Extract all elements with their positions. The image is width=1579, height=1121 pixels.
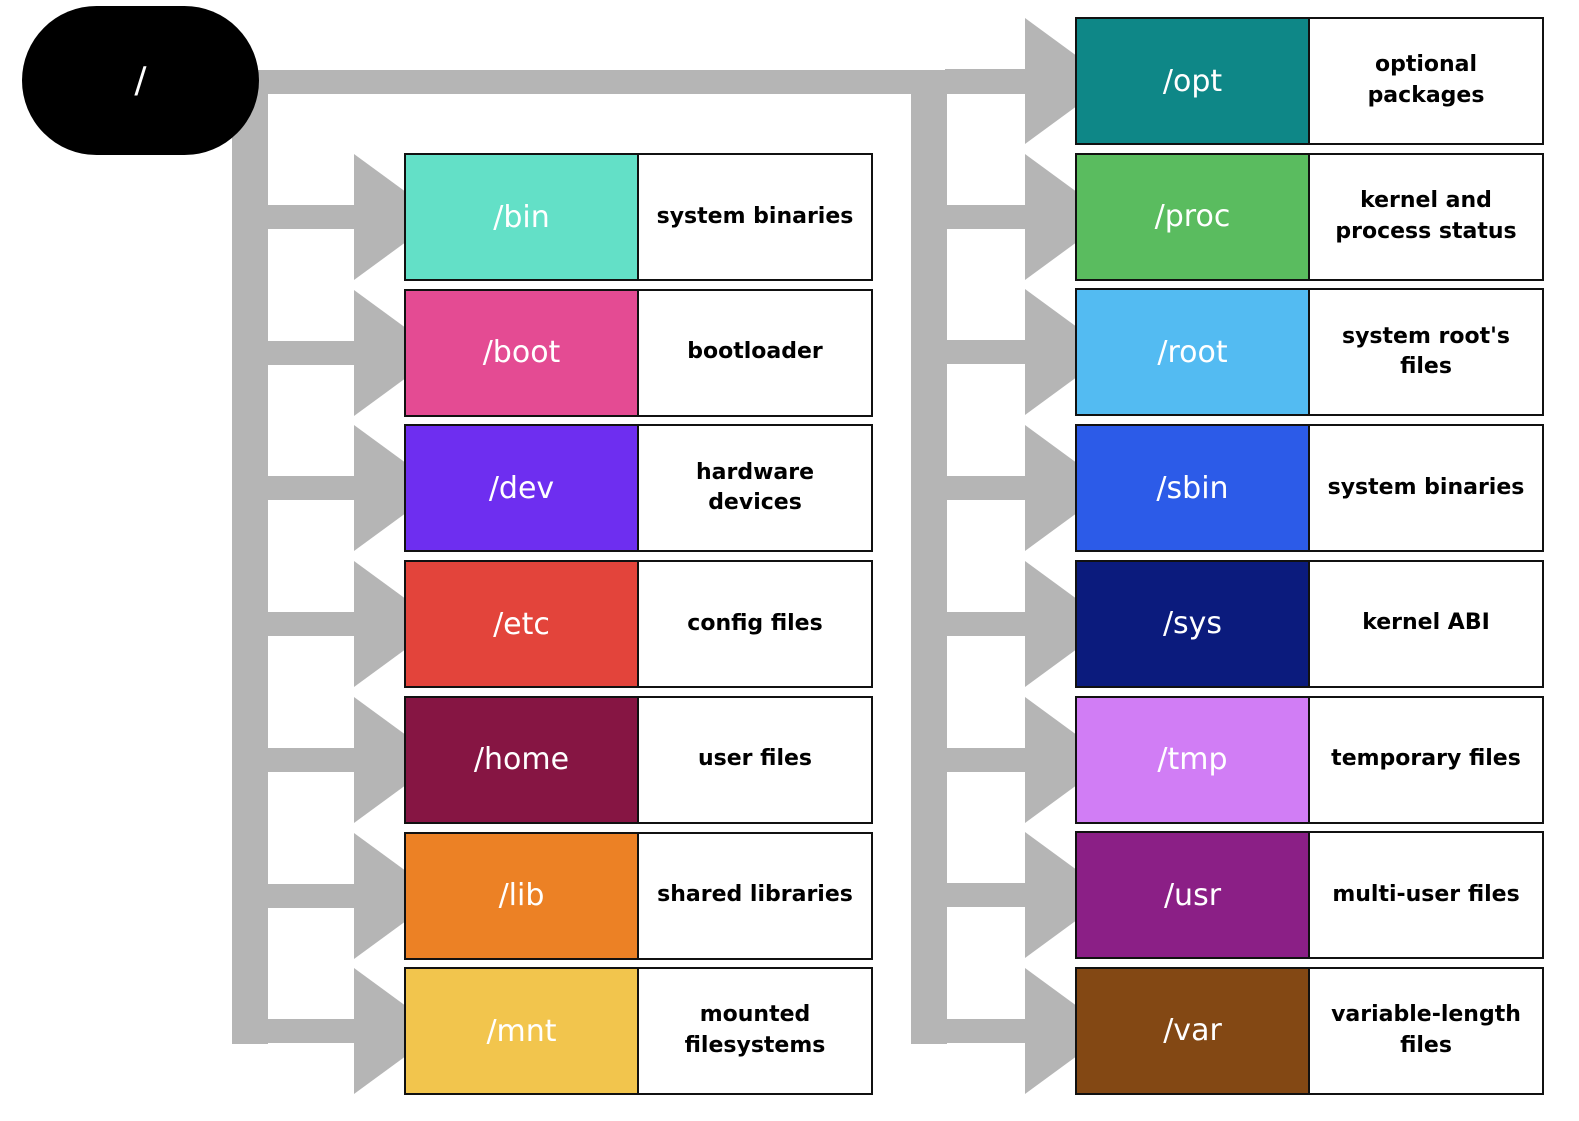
directory-name-dev: /dev [404,424,639,553]
connector-branch-sys [945,611,1025,636]
connector-branch-boot [266,340,354,365]
connector-branch-proc [945,204,1025,229]
directory-name-proc: /proc [1075,152,1310,281]
connector-branch-home [266,747,354,772]
directory-description-sys: kernel ABI [1310,559,1544,688]
directory-description-opt: optional packages [1310,17,1544,145]
directory-box-opt: /opt optional packages [1075,17,1544,145]
connector-branch-etc [266,612,354,637]
directory-box-dev: /dev hardware devices [404,424,873,553]
directory-name-var: /var [1075,966,1310,1095]
directory-box-sbin: /sbin system binaries [1075,424,1544,553]
directory-description-root: system root's files [1310,288,1544,417]
directory-name-etc: /etc [404,560,639,689]
directory-name-mnt: /mnt [404,967,639,1096]
connector-branch-lib [266,883,354,908]
directory-name-boot: /boot [404,288,639,417]
directory-name-usr: /usr [1075,831,1310,960]
directory-description-home: user files [639,695,873,824]
directory-description-tmp: temporary files [1310,695,1544,824]
connector-branch-mnt [266,1019,354,1044]
directory-box-usr: /usr multi-user files [1075,831,1544,960]
connector-branch-opt [945,69,1025,93]
directory-box-etc: /etc config files [404,560,873,689]
directory-name-sbin: /sbin [1075,424,1310,553]
connector-branch-sbin [945,476,1025,501]
directory-box-lib: /lib shared libraries [404,831,873,960]
directory-box-tmp: /tmp temporary files [1075,695,1544,824]
directory-description-dev: hardware devices [639,424,873,553]
connector-branch-tmp [945,747,1025,772]
directory-box-home: /home user files [404,695,873,824]
directory-name-root: /root [1075,288,1310,417]
directory-description-usr: multi-user files [1310,831,1544,960]
directory-box-boot: /boot bootloader [404,288,873,417]
directory-name-lib: /lib [404,831,639,960]
root-node: / [22,6,259,155]
connector-right-spine [911,94,947,1044]
directory-box-mnt: /mnt mounted filesystems [404,967,873,1096]
connector-branch-root [945,340,1025,365]
directory-box-var: /var variable-length files [1075,966,1544,1095]
directory-box-root: /root system root's files [1075,288,1544,417]
directory-name-home: /home [404,695,639,824]
connector-branch-dev [266,476,354,501]
connector-left-spine [232,94,268,1044]
directory-box-bin: /bin system binaries [404,153,873,281]
directory-name-opt: /opt [1075,17,1310,145]
directory-description-proc: kernel and process status [1310,152,1544,281]
directory-description-sbin: system binaries [1310,424,1544,553]
directory-description-var: variable-length files [1310,966,1544,1095]
directory-name-tmp: /tmp [1075,695,1310,824]
connector-trunk [230,70,1030,94]
directory-description-boot: bootloader [639,288,873,417]
directory-description-lib: shared libraries [639,831,873,960]
directory-box-sys: /sys kernel ABI [1075,559,1544,688]
directory-description-etc: config files [639,560,873,689]
directory-description-mnt: mounted filesystems [639,967,873,1096]
directory-name-sys: /sys [1075,559,1310,688]
directory-name-bin: /bin [404,153,639,281]
connector-branch-var [945,1018,1025,1043]
directory-description-bin: system binaries [639,153,873,281]
connector-branch-bin [266,205,354,229]
connector-branch-usr [945,883,1025,908]
root-label: / [134,60,147,101]
directory-box-proc: /proc kernel and process status [1075,152,1544,281]
